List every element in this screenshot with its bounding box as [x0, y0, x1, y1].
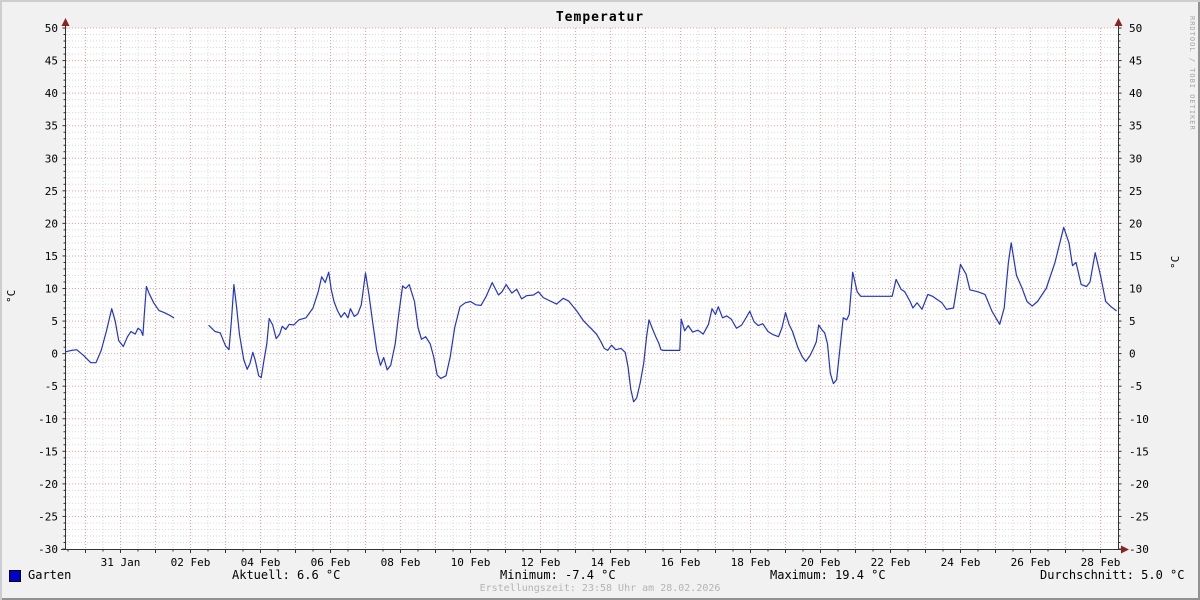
- y-tick-label-left: -10: [38, 413, 58, 426]
- legend-row: Garten Aktuell: 6.6 °C Minimum: -7.4 °C …: [0, 568, 1200, 584]
- y-tick-label-left: 5: [51, 315, 58, 328]
- y-tick-label-right: -5: [1129, 380, 1142, 393]
- arrow-up-right: [1114, 18, 1123, 26]
- y-tick-label-right: 20: [1129, 217, 1142, 230]
- x-tick-label: 26 Feb: [1011, 556, 1051, 569]
- x-tick-label: 31 Jan: [101, 556, 141, 569]
- chart-title: Temperatur: [555, 10, 645, 25]
- stat-aktuell: Aktuell: 6.6 °C: [232, 568, 341, 582]
- y-tick-label-left: 10: [45, 283, 58, 296]
- y-tick-label-left: 25: [45, 185, 58, 198]
- x-tick-label: 14 Feb: [591, 556, 631, 569]
- y-tick-label-left: 20: [45, 217, 58, 230]
- x-tick-label: 28 Feb: [1081, 556, 1121, 569]
- y-tick-label-left: -25: [38, 510, 58, 523]
- y-tick-label-left: -15: [38, 445, 58, 458]
- y-tick-label-right: 35: [1129, 120, 1142, 133]
- arrow-up-left: [61, 18, 70, 26]
- x-tick-label: 18 Feb: [731, 556, 771, 569]
- y-tick-label-right: 50: [1129, 22, 1142, 35]
- x-tick-label: 02 Feb: [171, 556, 211, 569]
- y-tick-label-right: -25: [1129, 510, 1149, 523]
- y-tick-label-right: 5: [1129, 315, 1136, 328]
- temperature-line: [65, 226, 1117, 403]
- y-tick-label-right: 15: [1129, 250, 1142, 263]
- y-tick-label-left: -5: [45, 380, 58, 393]
- y-tick-label-right: 40: [1129, 87, 1142, 100]
- y-tick-label-left: 45: [45, 55, 58, 68]
- arrow-right-x: [1121, 545, 1129, 554]
- legend-swatch-garten: [9, 570, 21, 582]
- stat-maximum: Maximum: 19.4 °C: [770, 568, 886, 582]
- stat-durchschnitt: Durchschnitt: 5.0 °C: [1040, 568, 1185, 582]
- x-tick-label: 06 Feb: [311, 556, 351, 569]
- x-tick-label: 16 Feb: [661, 556, 701, 569]
- x-tick-label: 22 Feb: [871, 556, 911, 569]
- rrdtool-watermark: RRDTOOL / TOBI OETIKER: [1188, 16, 1196, 131]
- stat-minimum: Minimum: -7.4 °C: [500, 568, 616, 582]
- y-tick-label-right: 0: [1129, 348, 1136, 361]
- y-tick-label-left: 35: [45, 120, 58, 133]
- x-tick-label: 08 Feb: [381, 556, 421, 569]
- y-tick-label-right: -20: [1129, 478, 1149, 491]
- y-tick-label-right: 10: [1129, 283, 1142, 296]
- y-tick-label-right: 30: [1129, 152, 1142, 165]
- y-tick-label-right: 25: [1129, 185, 1142, 198]
- y-tick-label-left: 30: [45, 152, 58, 165]
- x-tick-label: 04 Feb: [241, 556, 281, 569]
- y-tick-label-right: -15: [1129, 445, 1149, 458]
- y-tick-label-left: -20: [38, 478, 58, 491]
- y-axis-unit-left: °C: [5, 289, 18, 303]
- y-tick-label-right: -30: [1129, 543, 1149, 556]
- x-tick-label: 12 Feb: [521, 556, 561, 569]
- y-tick-label-left: -30: [38, 543, 58, 556]
- y-tick-label-left: 15: [45, 250, 58, 263]
- legend-label-garten: Garten: [28, 568, 72, 582]
- creation-time: Erstellungszeit: 23:58 Uhr am 28.02.2026: [479, 583, 721, 594]
- y-tick-label-right: 45: [1129, 55, 1142, 68]
- y-tick-label-left: 50: [45, 22, 58, 35]
- x-tick-label: 10 Feb: [451, 556, 491, 569]
- x-tick-label: 20 Feb: [801, 556, 841, 569]
- y-tick-label-left: 0: [51, 348, 58, 361]
- x-tick-label: 24 Feb: [941, 556, 981, 569]
- y-tick-label-right: -10: [1129, 413, 1149, 426]
- y-tick-label-left: 40: [45, 87, 58, 100]
- y-axis-unit-right: °C: [1169, 255, 1182, 269]
